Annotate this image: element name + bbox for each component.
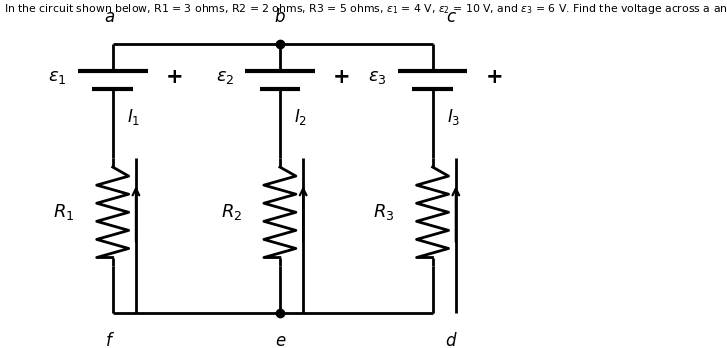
Text: f: f: [106, 332, 112, 348]
Text: b: b: [275, 8, 285, 26]
Text: +: +: [333, 66, 350, 87]
Text: d: d: [446, 332, 456, 348]
Text: $I_1$: $I_1$: [127, 106, 140, 127]
Text: c: c: [446, 8, 455, 26]
Text: a: a: [104, 8, 114, 26]
Text: $\varepsilon_3$: $\varepsilon_3$: [368, 68, 387, 86]
Text: $R_2$: $R_2$: [221, 202, 242, 222]
Text: $R_1$: $R_1$: [54, 202, 75, 222]
Text: e: e: [275, 332, 285, 348]
Text: $I_2$: $I_2$: [294, 106, 308, 127]
Text: +: +: [166, 66, 183, 87]
Text: +: +: [486, 66, 503, 87]
Text: $I_3$: $I_3$: [447, 106, 460, 127]
Text: $\varepsilon_1$: $\varepsilon_1$: [48, 68, 67, 86]
Text: In the circuit shown below, R1 = 3 ohms, R2 = 2 ohms, R3 = 5 ohms, $\varepsilon_: In the circuit shown below, R1 = 3 ohms,…: [4, 2, 727, 16]
Text: $\varepsilon_2$: $\varepsilon_2$: [216, 68, 234, 86]
Text: $R_3$: $R_3$: [373, 202, 395, 222]
